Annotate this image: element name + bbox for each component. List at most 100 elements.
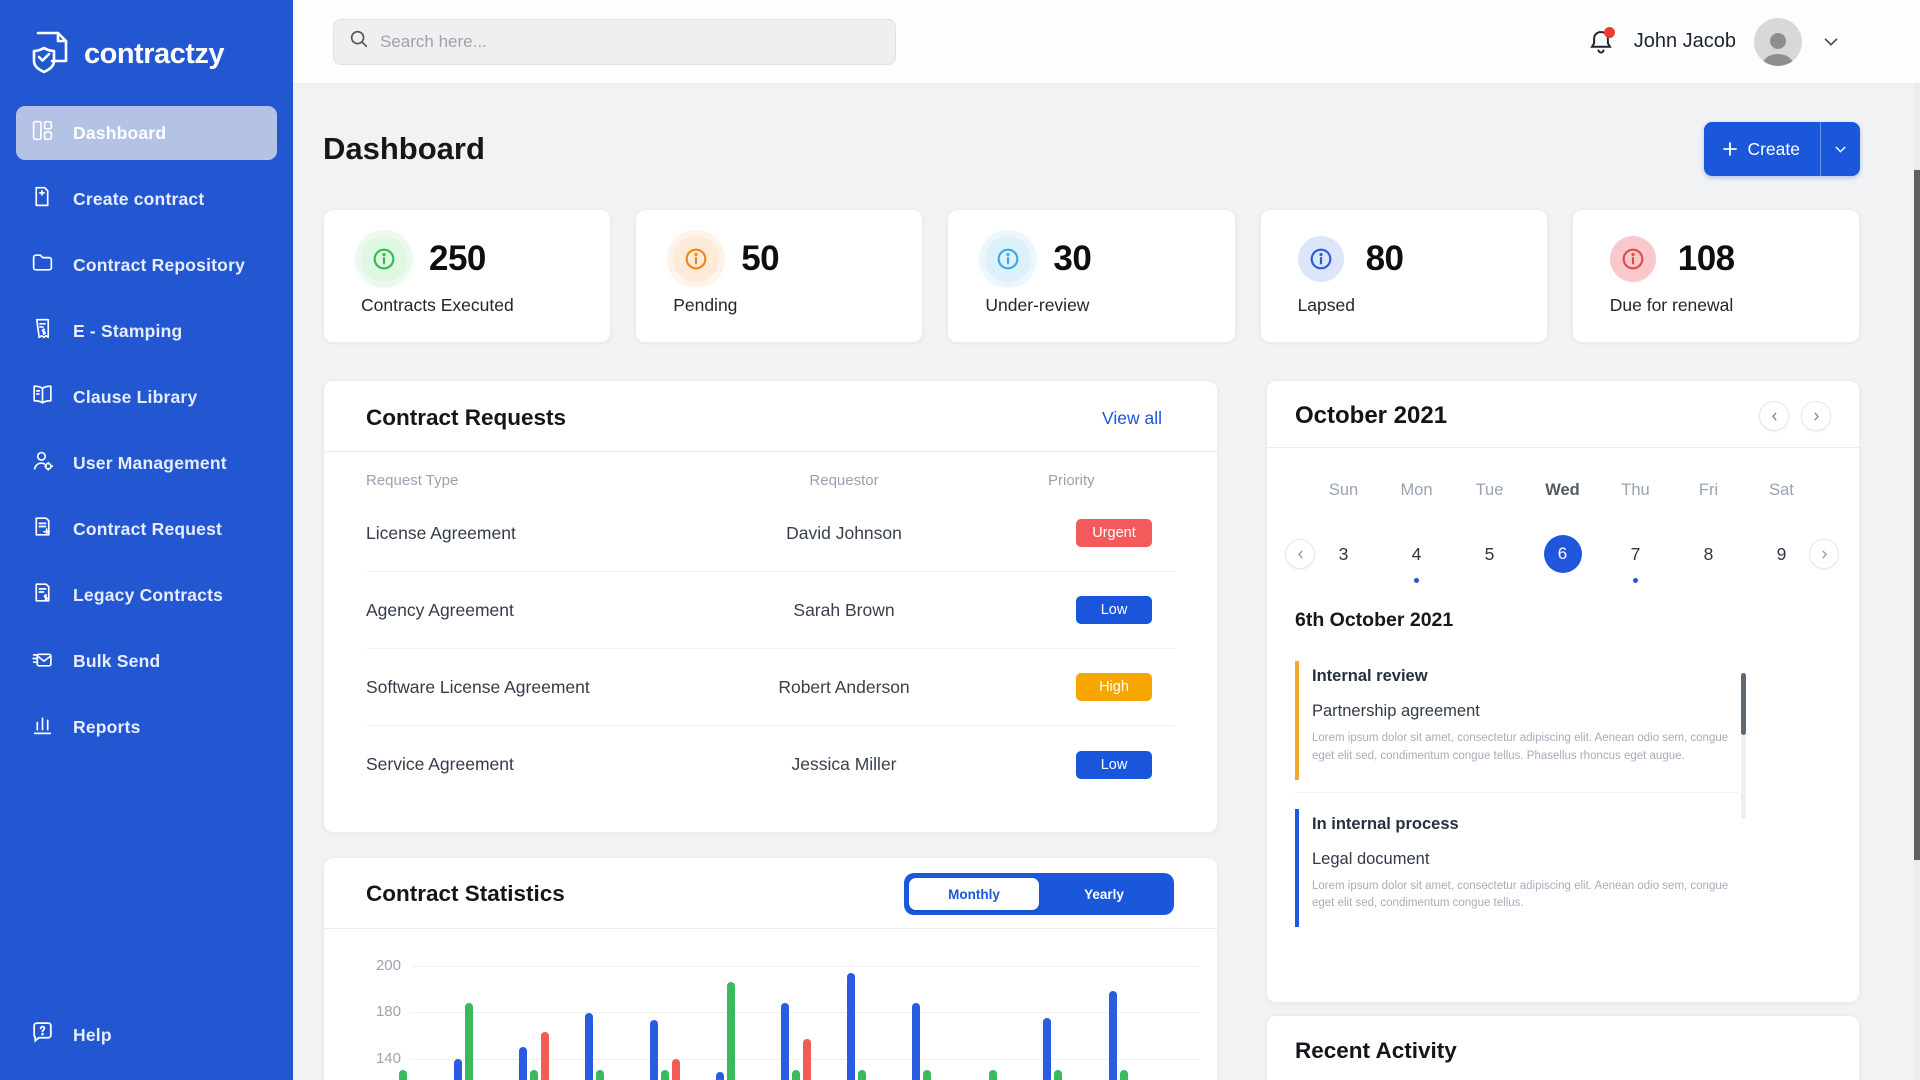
sidebar-item-legacy-contracts[interactable]: Legacy Contracts — [16, 568, 277, 622]
page-scrollbar-thumb[interactable] — [1914, 170, 1920, 860]
event-title: In internal process — [1312, 814, 1459, 833]
search-input[interactable] — [380, 31, 881, 52]
topbar: John Jacob — [293, 0, 1920, 84]
request-type-cell: Agency Agreement — [366, 599, 514, 620]
date-4[interactable]: 4 — [1380, 531, 1453, 583]
calendar-prev-week-button[interactable] — [1285, 539, 1315, 569]
sidebar-item-contract-request[interactable]: Contract Request — [16, 502, 277, 556]
sidebar-item-clause-library[interactable]: Clause Library — [16, 370, 277, 424]
page-title: Dashboard — [323, 131, 485, 166]
date-6-selected[interactable]: 6 — [1526, 531, 1599, 577]
table-row[interactable]: License Agreement David Johnson Urgent — [366, 495, 1175, 572]
table-row[interactable]: Agency Agreement Sarah Brown Low — [366, 572, 1175, 649]
sidebar-item-label: User Management — [73, 452, 227, 473]
date-7[interactable]: 7 — [1599, 531, 1672, 583]
day-name-mon: Mon — [1400, 481, 1433, 499]
bar-green-9 — [923, 1069, 931, 1080]
y-tick-label: 140 — [375, 1050, 401, 1067]
brand-name: contractzy — [84, 37, 225, 70]
date-3[interactable]: 3 — [1338, 543, 1349, 564]
toggle-yearly[interactable]: Yearly — [1084, 886, 1124, 902]
doc-add-icon — [30, 514, 55, 544]
calendar-next-month-button[interactable] — [1801, 401, 1831, 431]
sidebar-item-contract-repository[interactable]: Contract Repository — [16, 238, 277, 292]
brand-logo: contractzy — [0, 0, 293, 82]
bar-green-12 — [1119, 1069, 1128, 1080]
gridline — [411, 966, 1199, 967]
contractzy-logo-icon — [30, 27, 74, 82]
date-8[interactable]: 8 — [1703, 543, 1714, 564]
bar-green-5 — [661, 1069, 669, 1080]
divider — [1295, 791, 1739, 793]
sidebar-item-help[interactable]: Help — [16, 1008, 277, 1062]
stat-value: 80 — [1365, 239, 1404, 278]
event-description: Lorem ipsum dolor sit amet, consectetur … — [1312, 732, 1729, 762]
events-scrollbar-thumb[interactable] — [1741, 673, 1746, 735]
y-tick-label: 200 — [375, 957, 401, 974]
calendar-next-week-button[interactable] — [1809, 539, 1839, 569]
page-scrollbar[interactable] — [1914, 84, 1920, 1080]
bar-blue-3 — [519, 1047, 527, 1080]
contract-requests-card: Contract Requests View all Request Type … — [323, 380, 1218, 833]
requestor-cell: Sarah Brown — [793, 599, 895, 620]
search-box[interactable] — [333, 18, 896, 65]
bar-chart-icon — [30, 712, 55, 742]
stat-label: Due for renewal — [1609, 295, 1734, 315]
create-button-main[interactable]: Create — [1704, 122, 1820, 176]
sidebar-item-user-management[interactable]: User Management — [16, 436, 277, 490]
view-all-link[interactable]: View all — [1102, 407, 1162, 428]
divider — [324, 451, 1217, 452]
notifications-button[interactable] — [1586, 26, 1616, 57]
date-5[interactable]: 5 — [1484, 543, 1495, 564]
sidebar-item-label: E - Stamping — [73, 320, 183, 341]
sidebar-item-label: Reports — [73, 716, 141, 737]
stat-label: Contracts Executed — [361, 295, 514, 315]
events-scrollbar-track[interactable] — [1741, 673, 1746, 819]
calendar-prev-month-button[interactable] — [1759, 401, 1789, 431]
sidebar-item-label: Bulk Send — [73, 650, 161, 671]
requestor-cell: David Johnson — [786, 522, 902, 543]
doc-dollar-icon — [30, 580, 55, 610]
table-row[interactable]: Software License Agreement Robert Anderso… — [366, 649, 1175, 726]
stat-card-under-review: 30 Under-review — [947, 209, 1236, 343]
date-9[interactable]: 9 — [1776, 543, 1787, 564]
chevron-down-icon — [1835, 146, 1846, 153]
table-header-row: Request Type Requestor Priority — [366, 452, 1175, 495]
bar-green-3 — [530, 1069, 538, 1080]
y-tick-label: 180 — [375, 1003, 401, 1020]
avatar[interactable] — [1754, 17, 1802, 66]
event-description: Lorem ipsum dolor sit amet, consectetur … — [1312, 879, 1729, 910]
sidebar-item-reports[interactable]: Reports — [16, 700, 277, 754]
stat-card-due-for-renewal: 108 Due for renewal — [1571, 209, 1860, 343]
event-item[interactable]: In internal process Legal document Lorem i… — [1295, 808, 1739, 928]
bar-green-1 — [399, 1069, 407, 1080]
create-dropdown-button[interactable] — [1820, 122, 1860, 176]
sidebar-item-bulk-send[interactable]: Bulk Send — [16, 634, 277, 688]
event-item[interactable]: Internal review Partnership agreement Lore… — [1295, 661, 1739, 780]
sidebar-item-create-contract[interactable]: Create contract — [16, 172, 277, 226]
user-gear-icon — [30, 448, 55, 478]
sidebar-item-dashboard[interactable]: Dashboard — [16, 106, 277, 160]
day-name-thu: Thu — [1621, 481, 1650, 499]
column-priority: Priority — [1048, 472, 1095, 489]
sidebar-item-label: Help — [73, 1024, 112, 1045]
recent-activity-title: Recent Activity — [1295, 1038, 1457, 1063]
bar-green-4 — [595, 1069, 604, 1080]
table-row[interactable]: Service Agreement Jessica Miller Low — [366, 726, 1175, 803]
recent-activity-card: Recent Activity — [1266, 1015, 1860, 1080]
calendar-card: October 2021 Sun Mon Tue Wed Thu Fri Sat — [1266, 380, 1860, 1003]
topbar-right: John Jacob — [1586, 17, 1920, 66]
sidebar-item-label: Contract Repository — [73, 254, 246, 275]
user-menu-chevron[interactable] — [1820, 31, 1842, 53]
sidebar-item-label: Create contract — [73, 188, 205, 209]
toggle-monthly[interactable]: Monthly — [909, 878, 1039, 910]
contract-statistics-title: Contract Statistics — [366, 881, 565, 906]
create-button[interactable]: Create — [1704, 122, 1860, 176]
bar-red-3 — [541, 1031, 549, 1080]
day-name-tue: Tue — [1475, 481, 1504, 499]
folder-icon — [30, 250, 55, 280]
stat-value: 50 — [741, 239, 780, 278]
user-name: John Jacob — [1633, 30, 1736, 52]
sidebar-item-e-stamping[interactable]: E - Stamping — [16, 304, 277, 358]
